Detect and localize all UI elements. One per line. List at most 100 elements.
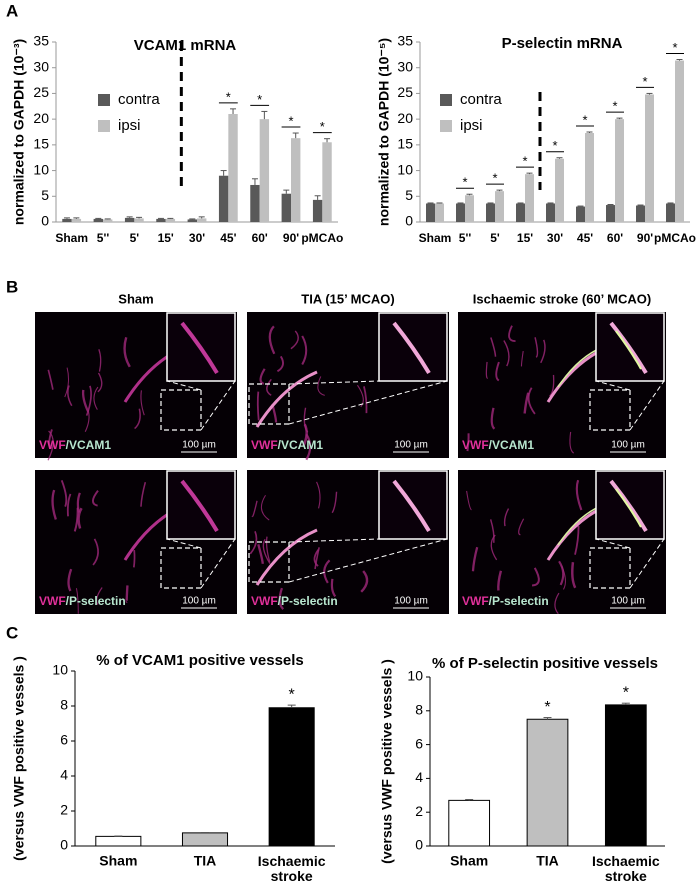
significance-mark: *	[522, 154, 527, 169]
y-tick-label: 30	[33, 58, 49, 74]
bar	[156, 218, 166, 222]
bar	[675, 60, 684, 223]
vessel	[134, 408, 141, 430]
micrograph: VWF/VCAM1 100 µm	[458, 312, 666, 458]
error-bar	[126, 216, 133, 218]
bar	[312, 199, 323, 222]
bar	[666, 203, 675, 222]
significance-mark: *	[320, 119, 325, 134]
vessel	[268, 325, 276, 355]
error-bar	[621, 702, 630, 705]
error-bar	[251, 178, 258, 185]
x-tick-label: TIA	[536, 853, 559, 869]
stain-label: VWF/VCAM1	[251, 438, 323, 452]
x-tick-label-line: stroke	[605, 868, 647, 884]
legend-label: ipsi	[460, 117, 483, 134]
bar	[495, 191, 504, 222]
y-tick-label: 2	[415, 803, 423, 819]
bar	[604, 704, 647, 847]
vessel	[98, 349, 102, 372]
zoom-box	[248, 383, 290, 425]
zoom-line	[595, 380, 631, 391]
vessel	[575, 479, 583, 511]
y-tick-label: 10	[397, 161, 413, 177]
error-bar	[189, 218, 196, 220]
bar	[636, 205, 645, 222]
vessel	[313, 549, 320, 567]
vessel	[471, 546, 479, 572]
inset-vessel	[392, 479, 431, 533]
bar	[526, 718, 569, 847]
vessel	[323, 559, 331, 584]
y-tick-label: 8	[415, 702, 423, 718]
y-axis-label: (versus VWF positive vessels )	[11, 656, 27, 861]
x-tick-label: 5''	[97, 231, 110, 245]
zoom-box	[160, 547, 202, 589]
bar	[197, 218, 207, 222]
error-bar	[220, 170, 227, 176]
vessel	[558, 560, 565, 586]
vessel-main	[255, 528, 318, 586]
error-bar	[63, 217, 70, 219]
x-tick-label: Ischaemic stroke	[258, 853, 326, 884]
error-bar	[616, 117, 623, 120]
error-bar	[667, 202, 674, 204]
vessel	[256, 391, 260, 421]
error-bar	[637, 204, 644, 206]
x-tick-label: Sham	[55, 231, 88, 245]
micrograph: VWF/P-selectin 100 µm	[458, 470, 666, 615]
legend-swatch	[98, 120, 110, 132]
error-bar	[427, 202, 434, 204]
y-tick-label: 4	[60, 767, 68, 783]
scale-bar-label: 100 µm	[611, 596, 645, 607]
y-tick-label: 2	[60, 802, 68, 818]
vessel	[276, 355, 285, 373]
bar	[435, 203, 444, 222]
bar	[322, 142, 332, 222]
bar	[426, 203, 435, 222]
significance-mark: *	[492, 171, 497, 186]
zoom-line	[166, 380, 202, 391]
scale-bar-label: 100 µm	[611, 440, 645, 451]
vessel	[540, 339, 546, 364]
y-tick-label: 35	[33, 33, 49, 49]
y-tick-label: 8	[60, 697, 68, 713]
bar	[615, 119, 624, 222]
bar	[525, 174, 534, 222]
y-tick-label: 15	[33, 136, 49, 152]
legend-swatch	[440, 120, 452, 132]
micrograph: VWF/VCAM1 100 µm	[35, 312, 237, 461]
zoom-line	[595, 538, 631, 549]
significance-mark: *	[289, 686, 295, 703]
inset-colocal	[615, 488, 642, 528]
vessel	[489, 519, 495, 543]
vessel	[316, 481, 321, 509]
significance-mark: *	[462, 175, 467, 190]
y-tick-label: 25	[397, 84, 413, 100]
vessel	[64, 367, 70, 398]
legend-label: ipsi	[118, 117, 141, 134]
significance-mark: *	[226, 89, 231, 104]
vessel	[490, 337, 497, 357]
vessel	[360, 570, 369, 593]
vessel	[96, 587, 103, 606]
chart-title: % of VCAM1 positive vessels	[96, 652, 304, 669]
vessel	[363, 386, 368, 414]
error-bar	[95, 217, 102, 219]
error-bar	[543, 717, 552, 720]
y-tick-label: 0	[41, 213, 49, 229]
significance-mark: *	[623, 684, 629, 701]
zoom-line	[288, 380, 448, 425]
scale-bar-label: 100 µm	[394, 596, 428, 607]
bar	[181, 832, 229, 847]
chart-title: VCAM1 mRNA	[134, 37, 237, 54]
vessel	[490, 534, 498, 561]
vessel	[266, 378, 272, 396]
vessel	[257, 543, 264, 564]
error-bar	[586, 131, 593, 134]
x-tick-label: 60'	[607, 231, 623, 245]
vessel	[262, 538, 271, 564]
bar	[456, 203, 465, 222]
error-bar	[73, 217, 80, 219]
